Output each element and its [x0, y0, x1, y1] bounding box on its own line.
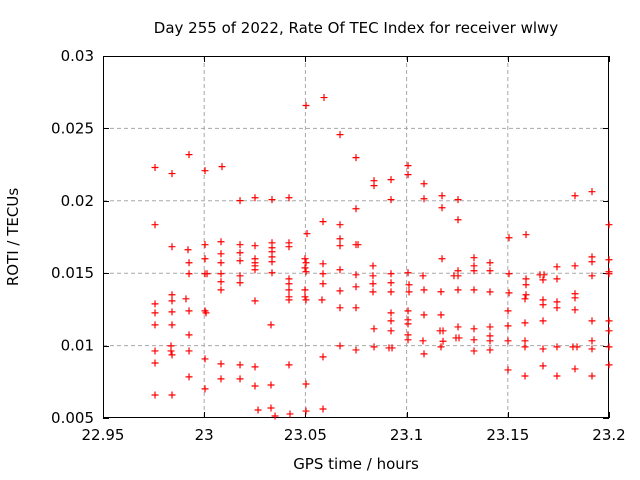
y-tick-label: 0.005 — [51, 409, 94, 427]
y-tick-label: 0.02 — [61, 192, 94, 210]
x-tick-label: 23.2 — [592, 426, 625, 444]
data-points — [151, 94, 613, 420]
y-tick-label: 0.015 — [51, 264, 94, 282]
y-tick-label: 0.03 — [61, 47, 94, 65]
x-tick-label: 23.05 — [284, 426, 327, 444]
x-tick-label: 23.15 — [486, 426, 529, 444]
x-tick-label: 23 — [195, 426, 214, 444]
x-tick-label: 22.95 — [82, 426, 125, 444]
y-tick-label: 0.025 — [51, 119, 94, 137]
plot-border — [103, 56, 609, 418]
x-tick-label: 23.1 — [390, 426, 423, 444]
x-axis-label: GPS time / hours — [293, 455, 419, 473]
chart-title: Day 255 of 2022, Rate Of TEC Index for r… — [153, 19, 559, 37]
y-tick-label: 0.01 — [61, 337, 94, 355]
